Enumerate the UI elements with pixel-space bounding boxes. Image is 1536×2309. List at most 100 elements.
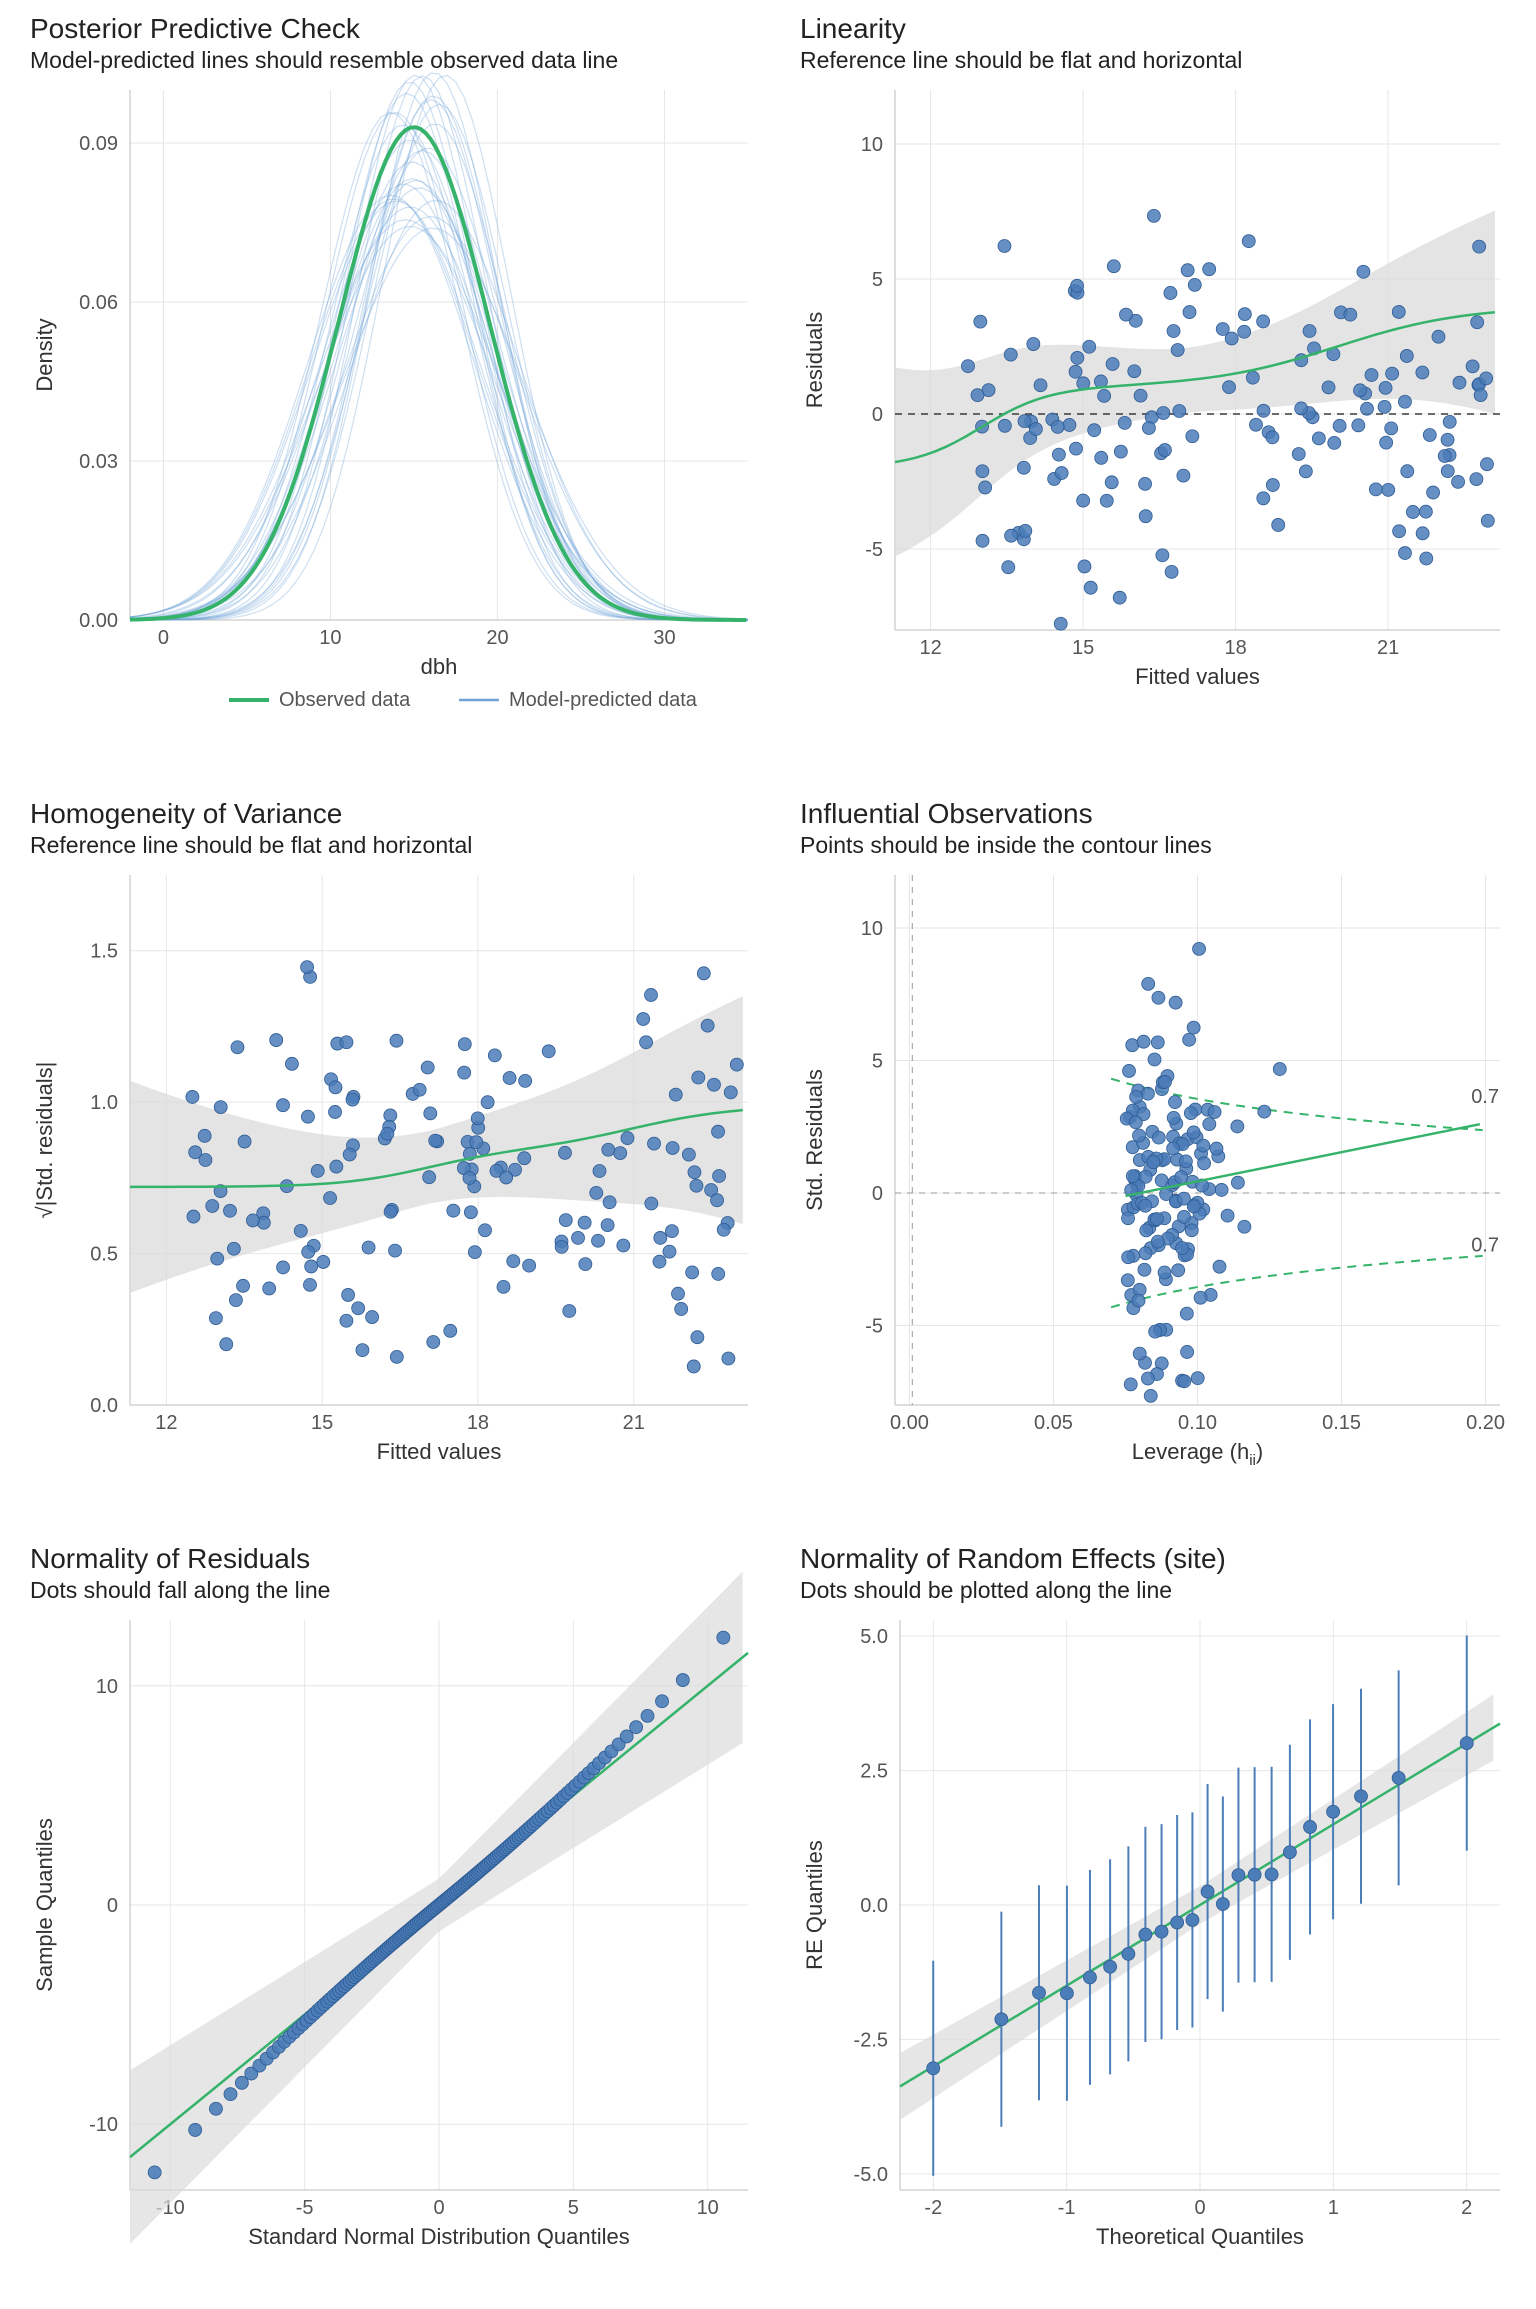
panel-title: Homogeneity of Variance xyxy=(30,798,342,829)
xtick: 0.00 xyxy=(890,1412,929,1434)
leverage-point xyxy=(1140,1224,1153,1237)
leverage-point xyxy=(1167,1142,1180,1155)
residual-point xyxy=(1378,400,1391,413)
panel-homogeneity: Homogeneity of VarianceReference line sh… xyxy=(30,798,748,1464)
qq-point xyxy=(676,1674,689,1687)
xtick: -1 xyxy=(1058,2197,1076,2219)
ytick: 10 xyxy=(861,134,883,156)
scale-point xyxy=(579,1258,592,1271)
residual-point xyxy=(1055,467,1068,480)
panel-title: Normality of Random Effects (site) xyxy=(800,1543,1226,1574)
leverage-point xyxy=(1158,1075,1171,1088)
scale-point xyxy=(209,1312,222,1325)
leverage-point xyxy=(1273,1063,1286,1076)
scale-point xyxy=(229,1294,242,1307)
re-point xyxy=(1248,1868,1261,1881)
ytick: 0 xyxy=(107,1895,118,1917)
xlabel: Fitted values xyxy=(377,1439,502,1464)
residual-point xyxy=(1017,461,1030,474)
residual-point xyxy=(976,465,989,478)
residual-point xyxy=(998,419,1011,432)
residual-point xyxy=(1385,422,1398,435)
residual-point xyxy=(976,534,989,547)
scale-point xyxy=(227,1242,240,1255)
residual-point xyxy=(1027,338,1040,351)
residual-point xyxy=(1441,433,1454,446)
residual-point xyxy=(1216,323,1229,336)
scale-point xyxy=(470,1136,483,1149)
leverage-point xyxy=(1137,1035,1150,1048)
residual-point xyxy=(1118,416,1131,429)
qq-point xyxy=(641,1709,654,1722)
panel-qq-re: Normality of Random Effects (site)Dots s… xyxy=(800,1543,1500,2249)
residual-point xyxy=(1312,432,1325,445)
ytick: 0.06 xyxy=(79,292,118,314)
xtick: 10 xyxy=(697,2197,719,2219)
scale-point xyxy=(692,1071,705,1084)
scale-point xyxy=(682,1148,695,1161)
re-point xyxy=(1201,1885,1214,1898)
residual-point xyxy=(1113,591,1126,604)
leverage-point xyxy=(1181,1345,1194,1358)
residual-point xyxy=(1466,360,1479,373)
leverage-point xyxy=(1139,1170,1152,1183)
legend-observed: Observed data xyxy=(279,689,411,711)
leverage-point xyxy=(1151,1036,1164,1049)
scale-point xyxy=(343,1148,356,1161)
scale-point xyxy=(712,1125,725,1138)
residual-point xyxy=(1295,402,1308,415)
xtick: 0.15 xyxy=(1322,1412,1361,1434)
residual-point xyxy=(1158,444,1171,457)
scale-point xyxy=(601,1219,614,1232)
scale-point xyxy=(186,1090,199,1103)
scale-point xyxy=(198,1129,211,1142)
residual-point xyxy=(1105,476,1118,489)
residual-point xyxy=(1292,447,1305,460)
ylabel: RE Quantiles xyxy=(802,1840,827,1970)
scale-point xyxy=(497,1280,510,1293)
scale-point xyxy=(614,1147,627,1160)
scale-point xyxy=(231,1041,244,1054)
residual-point xyxy=(1088,424,1101,437)
leverage-point xyxy=(1197,1139,1210,1152)
residual-point xyxy=(1379,381,1392,394)
re-point xyxy=(1155,1925,1168,1938)
panel-title: Normality of Residuals xyxy=(30,1543,310,1574)
xtick: 18 xyxy=(467,1412,489,1434)
re-point xyxy=(1304,1820,1317,1833)
residual-point xyxy=(1416,366,1429,379)
residual-point xyxy=(1470,473,1483,486)
scale-point xyxy=(352,1302,365,1315)
ytick: 0.09 xyxy=(79,133,118,155)
residual-point xyxy=(1333,419,1346,432)
scale-point xyxy=(366,1311,379,1324)
residual-point xyxy=(1156,549,1169,562)
residual-point xyxy=(1453,376,1466,389)
leverage-point xyxy=(1180,1307,1193,1320)
leverage-point xyxy=(1122,1212,1135,1225)
residual-point xyxy=(1344,308,1357,321)
residual-point xyxy=(1473,240,1486,253)
scale-point xyxy=(211,1252,224,1265)
residual-point xyxy=(1427,486,1440,499)
xtick: 0 xyxy=(433,2197,444,2219)
scale-point xyxy=(340,1314,353,1327)
xtick: 21 xyxy=(1377,637,1399,659)
leverage-point xyxy=(1158,1266,1171,1279)
scale-point xyxy=(237,1279,250,1292)
xtick: 0.10 xyxy=(1178,1412,1217,1434)
scale-point xyxy=(214,1101,227,1114)
scale-point xyxy=(447,1204,460,1217)
scale-point xyxy=(637,1013,650,1026)
scale-point xyxy=(713,1170,726,1183)
scale-point xyxy=(270,1034,283,1047)
residual-point xyxy=(1354,384,1367,397)
scale-point xyxy=(206,1199,219,1212)
residual-point xyxy=(1100,494,1113,507)
residual-point xyxy=(1188,278,1201,291)
xtick: -5 xyxy=(296,2197,314,2219)
scale-point xyxy=(711,1194,724,1207)
residual-point xyxy=(974,315,987,328)
leverage-point xyxy=(1150,1213,1163,1226)
leverage-point xyxy=(1231,1176,1244,1189)
